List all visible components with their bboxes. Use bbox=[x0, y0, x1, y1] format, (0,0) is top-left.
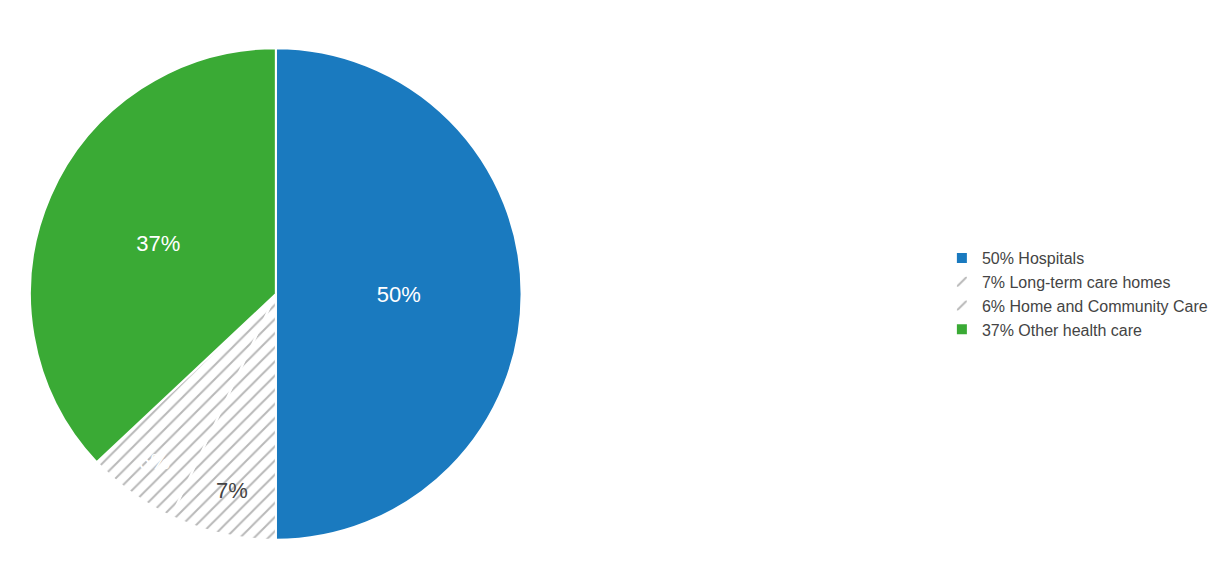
svg-text:6%: 6% bbox=[138, 449, 170, 474]
svg-text:6% Home and Community Care: 6% Home and Community Care bbox=[982, 298, 1208, 315]
svg-text:7% Long-term care homes: 7% Long-term care homes bbox=[982, 274, 1171, 291]
svg-text:37%: 37% bbox=[136, 231, 180, 256]
svg-text:50% Hospitals: 50% Hospitals bbox=[982, 250, 1084, 267]
svg-text:50%: 50% bbox=[377, 282, 421, 307]
svg-text:37% Other health care: 37% Other health care bbox=[982, 322, 1142, 339]
svg-text:7%: 7% bbox=[216, 478, 248, 503]
